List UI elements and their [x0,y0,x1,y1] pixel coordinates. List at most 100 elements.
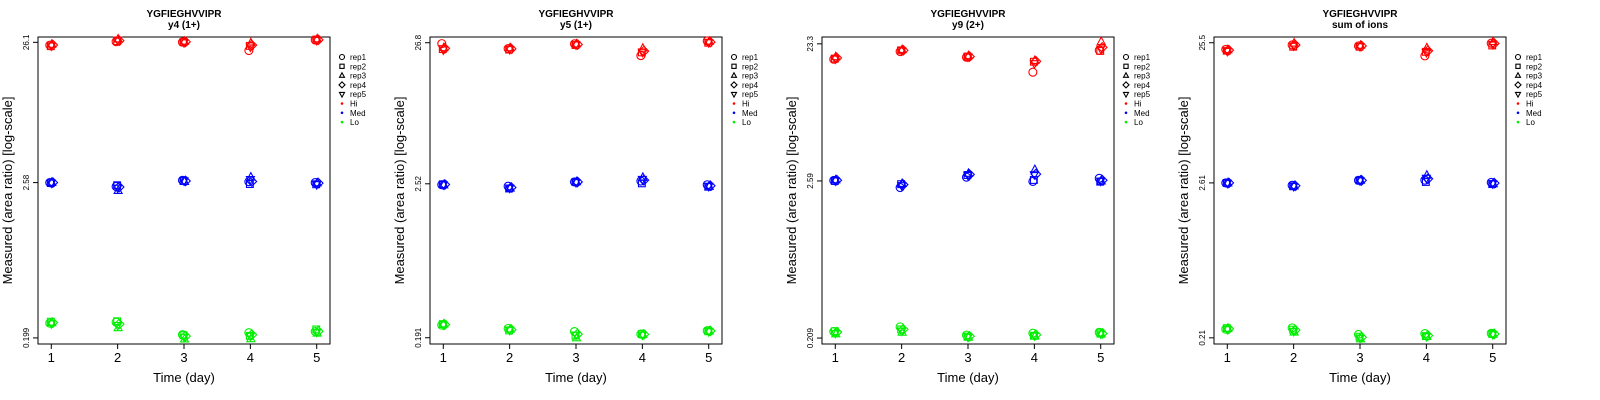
y-tick-label: 0.21 [1198,330,1207,346]
data-point-med-rep5 [438,181,449,191]
data-point-med-rep2 [245,180,254,188]
legend-med-label: Med [1526,109,1542,118]
data-point-lo-rep5 [703,328,714,338]
data-point-hi-rep5 [571,41,581,51]
chart-subtitle: y9 (2+) [952,20,984,31]
data-point-lo-rep5 [245,332,256,342]
legend-rep1-label: rep1 [742,53,759,62]
x-tick-label: 4 [1423,350,1430,365]
data-point-med-rep4 [439,178,451,191]
data-point-hi-rep5 [46,42,57,52]
legend-rep2-label: rep2 [742,62,759,71]
legend-rep2-label: rep2 [1526,62,1543,71]
data-point-lo-rep4 [1488,328,1500,340]
x-tick-label: 1 [440,350,447,365]
data-point-hi-rep5 [311,36,322,47]
data-point-med-rep4 [704,180,716,192]
legend-rep4-marker [1122,81,1130,89]
data-point-med-rep4 [831,174,843,186]
legend-hi-marker [1516,102,1520,105]
x-tick-label: 4 [639,350,646,365]
x-tick-label: 5 [705,350,712,365]
data-point-med-rep4 [571,176,584,188]
x-tick-label: 5 [313,350,320,365]
data-point-hi-rep5 [112,36,123,46]
legend-rep4-label: rep4 [1134,81,1151,90]
legend-rep4-label: rep4 [1526,81,1543,90]
data-point-lo-rep5 [963,333,973,343]
y-tick-label: 26.8 [414,34,423,50]
legend-rep5-label: rep5 [742,90,759,99]
data-point-lo-rep5 [1095,330,1106,340]
data-point-med-rep5 [245,176,256,186]
data-point-hi-rep5 [179,39,189,49]
data-point-hi-rep5 [1288,42,1299,52]
legend-lo-label: Lo [350,118,359,127]
data-point-hi-rep4 [505,43,517,55]
legend-hi-label: Hi [350,100,358,109]
data-point-hi-rep4 [1355,40,1368,52]
data-point-lo-rep5 [179,333,189,343]
legend-rep5-marker [1514,91,1522,99]
data-point-hi-rep4 [312,34,324,46]
y-tick-label: 0.199 [22,327,31,348]
data-point-hi-rep4 [571,38,584,51]
legend-lo-label: Lo [1526,118,1535,127]
data-point-lo-rep4 [704,325,716,337]
legend-rep5-label: rep5 [350,90,367,99]
data-point-hi-rep3 [1096,35,1107,46]
data-point-med-rep5 [1029,171,1040,181]
data-point-lo-rep5 [1355,334,1365,344]
legend-hi-label: Hi [1526,100,1534,109]
x-tick-label: 2 [506,350,513,365]
legend-rep1-marker [338,53,346,61]
data-point-med-rep5 [1288,182,1299,193]
x-axis-label: Time (day) [1329,370,1391,385]
data-point-med-rep4 [47,177,59,189]
data-point-med-rep5 [1095,177,1106,187]
legend-rep5-label: rep5 [1526,90,1543,99]
data-point-hi-rep4 [897,44,909,56]
data-point-med-rep5 [179,177,189,187]
data-point-lo-rep5 [1421,333,1432,343]
x-tick-label: 5 [1097,350,1104,365]
y-axis-label: Measured (area ratio) [log-scale] [1176,97,1191,285]
legend-med-marker [1124,111,1128,115]
data-point-hi-rep4 [963,50,976,63]
legend-rep3-marker [730,71,738,78]
x-tick-label: 3 [180,350,187,365]
data-point-hi-rep5 [637,48,648,58]
legend-lo-label: Lo [1134,118,1143,127]
legend-rep3-label: rep3 [742,72,759,81]
x-tick-label: 1 [48,350,55,365]
data-point-hi-rep5 [1095,45,1106,55]
legend-lo-marker [732,120,736,124]
data-point-lo-rep4 [638,328,650,340]
legend-rep1-label: rep1 [350,53,367,62]
x-tick-label: 5 [1489,350,1496,365]
y-axis-label: Measured (area ratio) [log-scale] [0,97,15,285]
data-point-lo-rep4 [1096,327,1108,340]
data-point-hi-rep5 [245,43,256,53]
y-tick-label: 25.5 [1198,34,1207,50]
chart-subtitle: y4 (1+) [168,20,200,31]
data-point-med-rep4 [179,175,192,187]
legend-rep2-label: rep2 [350,62,367,71]
data-point-med-rep5 [1222,179,1233,189]
data-point-hi-rep5 [1421,49,1432,59]
data-point-lo-rep5 [1222,326,1233,336]
legend-rep3-label: rep3 [350,72,367,81]
data-point-med-rep5 [963,171,973,181]
data-point-med-rep5 [504,184,515,194]
legend-rep4-marker [1514,81,1522,89]
data-point-lo-rep5 [112,321,123,332]
y-tick-label: 2.58 [22,174,31,190]
legend-rep1-label: rep1 [1526,53,1543,62]
data-point-med-rep5 [703,182,714,192]
y-axis-label: Measured (area ratio) [log-scale] [392,97,407,285]
data-point-hi-rep5 [1487,40,1498,50]
legend-med-marker [1516,111,1520,115]
legend-rep3-marker [338,71,346,78]
